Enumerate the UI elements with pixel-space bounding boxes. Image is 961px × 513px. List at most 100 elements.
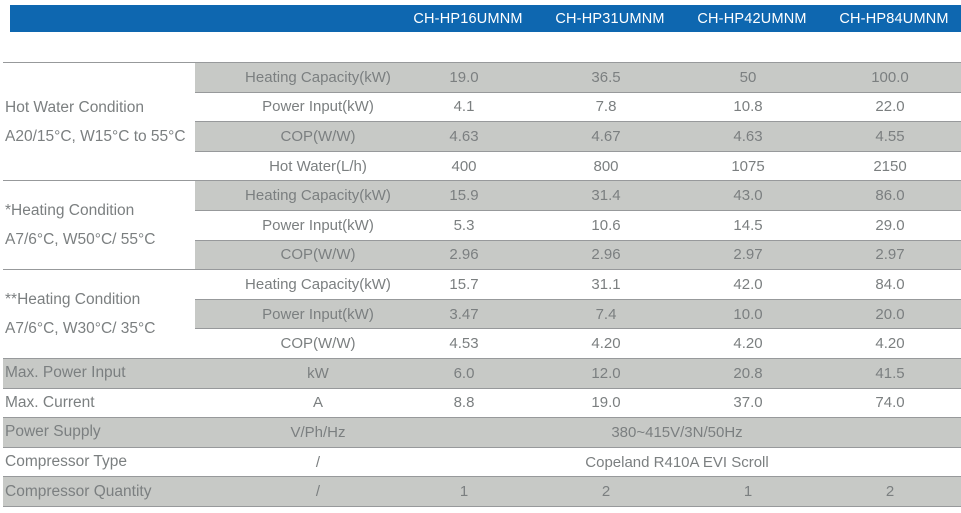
parameter-name: Heating Capacity(kW): [195, 180, 393, 211]
spec-value: 19.0: [535, 387, 677, 418]
condition-group-label: Hot Water Condition A20/15°C, W15°C to 55…: [3, 61, 195, 181]
spec-row: COP(W/W) 4.63 4.67 4.63 4.55: [3, 121, 961, 152]
spec-row: Compressor Type / Copeland R410A EVI Scrol…: [3, 446, 961, 477]
spec-value: 1: [677, 476, 819, 507]
spec-value: 84.0: [819, 269, 961, 300]
spec-value: 20.0: [819, 298, 961, 329]
spec-value: 3.47: [393, 298, 535, 329]
spec-value: 15.9: [393, 180, 535, 211]
unit-label: /: [195, 446, 393, 477]
spec-value: 37.0: [677, 387, 819, 418]
spec-value: 2.96: [535, 239, 677, 270]
parameter-name: Heating Capacity(kW): [195, 62, 393, 93]
condition-group-label: *Heating Condition A7/6°C, W50°C/ 55°C: [3, 180, 195, 270]
spec-value: 22.0: [819, 91, 961, 122]
spec-row: Power Input(kW) 5.3 10.6 14.5 29.0: [3, 209, 961, 241]
spec-value: 4.20: [819, 328, 961, 359]
spec-row: COP(W/W) 2.96 2.96 2.97 2.97: [3, 239, 961, 270]
spec-row: Power Supply V/Ph/Hz 380~415V/3N/50Hz: [3, 417, 961, 448]
spec-row-label: Compressor Quantity: [3, 476, 195, 507]
parameter-name: Heating Capacity(kW): [195, 269, 393, 300]
spec-value: 2150: [819, 150, 961, 181]
spec-value: 4.53: [393, 328, 535, 359]
spec-value: 20.8: [677, 357, 819, 389]
parameter-name: Power Input(kW): [195, 91, 393, 122]
spec-row: COP(W/W) 4.53 4.20 4.20 4.20: [3, 328, 961, 359]
spec-row-label: Max. Power Input: [3, 357, 195, 389]
spec-row: Hot Water(L/h) 400 800 1075 2150: [3, 150, 961, 181]
spec-table-body: Hot Water Condition A20/15°C, W15°C to 55…: [3, 61, 961, 507]
condition-label-line2: A7/6°C, W30°C/ 35°C: [5, 320, 156, 338]
parameter-name: Hot Water(L/h): [195, 150, 393, 181]
spec-value: 41.5: [819, 357, 961, 389]
spec-value: 4.20: [677, 328, 819, 359]
spec-row: *Heating Condition A7/6°C, W50°C/ 55°C Hea…: [3, 180, 961, 270]
spanning-value: 380~415V/3N/50Hz: [393, 417, 961, 448]
spec-value: 5.3: [393, 209, 535, 241]
spec-table: Hot Water Condition A20/15°C, W15°C to 55…: [3, 61, 961, 507]
spec-value: 10.8: [677, 91, 819, 122]
spanning-value: Copeland R410A EVI Scroll: [393, 446, 961, 477]
spec-value: 4.1: [393, 91, 535, 122]
spec-value: 400: [393, 150, 535, 181]
spec-value: 12.0: [535, 357, 677, 389]
spec-value: 14.5: [677, 209, 819, 241]
parameter-name: Power Input(kW): [195, 209, 393, 241]
spec-row-label: Power Supply: [3, 417, 195, 448]
spec-value: 10.0: [677, 298, 819, 329]
spec-row: Max. Power Input kW 6.0 12.0 20.8 41.5: [3, 357, 961, 389]
spec-row-label: Compressor Type: [3, 446, 195, 477]
unit-label: /: [195, 476, 393, 507]
spec-value: 29.0: [819, 209, 961, 241]
spec-value: 7.4: [535, 298, 677, 329]
model-header-bar: CH-HP16UMNM CH-HP31UMNM CH-HP42UMNM CH-HP84…: [10, 5, 961, 32]
spec-value: 36.5: [535, 62, 677, 93]
model-name-2: CH-HP31UMNM: [555, 10, 665, 27]
parameter-name: COP(W/W): [195, 121, 393, 152]
spec-value: 31.1: [535, 269, 677, 300]
condition-label-line1: Hot Water Condition: [5, 98, 144, 116]
condition-label-line1: **Heating Condition: [5, 291, 141, 309]
condition-group-label: **Heating Condition A7/6°C, W30°C/ 35°C: [3, 269, 195, 359]
spec-value: 2.96: [393, 239, 535, 270]
spec-value: 7.8: [535, 91, 677, 122]
spec-value: 2.97: [819, 239, 961, 270]
spec-value: 100.0: [819, 62, 961, 93]
spec-value: 4.67: [535, 121, 677, 152]
spec-value: 1: [393, 476, 535, 507]
spec-value: 4.55: [819, 121, 961, 152]
spec-row: **Heating Condition A7/6°C, W30°C/ 35°C He…: [3, 269, 961, 359]
model-name-4: CH-HP84UMNM: [839, 10, 949, 27]
spec-value: 800: [535, 150, 677, 181]
spec-value: 86.0: [819, 180, 961, 211]
model-name-3: CH-HP42UMNM: [697, 10, 807, 27]
spec-value: 6.0: [393, 357, 535, 389]
spec-value: 42.0: [677, 269, 819, 300]
spec-value: 8.8: [393, 387, 535, 418]
spec-value: 31.4: [535, 180, 677, 211]
spec-value: 4.63: [677, 121, 819, 152]
spec-value: 19.0: [393, 62, 535, 93]
spec-value: 10.6: [535, 209, 677, 241]
spec-value: 4.20: [535, 328, 677, 359]
unit-label: A: [195, 387, 393, 418]
spec-value: 1075: [677, 150, 819, 181]
unit-label: V/Ph/Hz: [195, 417, 393, 448]
spec-row: Power Input(kW) 4.1 7.8 10.8 22.0: [3, 91, 961, 122]
spec-value: 2: [819, 476, 961, 507]
spec-row-label: Max. Current: [3, 387, 195, 418]
spec-row: Max. Current A 8.8 19.0 37.0 74.0: [3, 387, 961, 418]
unit-label: kW: [195, 357, 393, 389]
parameter-name: COP(W/W): [195, 328, 393, 359]
model-name-1: CH-HP16UMNM: [413, 10, 523, 27]
spec-value: 74.0: [819, 387, 961, 418]
spec-row: Power Input(kW) 3.47 7.4 10.0 20.0: [3, 298, 961, 329]
spec-value: 50: [677, 62, 819, 93]
condition-label-line2: A7/6°C, W50°C/ 55°C: [5, 231, 156, 249]
condition-label-line1: *Heating Condition: [5, 202, 135, 220]
condition-label-line2: A20/15°C, W15°C to 55°C: [5, 127, 186, 145]
spec-value: 2: [535, 476, 677, 507]
spec-row: Compressor Quantity/1 2 1 2: [3, 476, 961, 507]
parameter-name: COP(W/W): [195, 239, 393, 270]
